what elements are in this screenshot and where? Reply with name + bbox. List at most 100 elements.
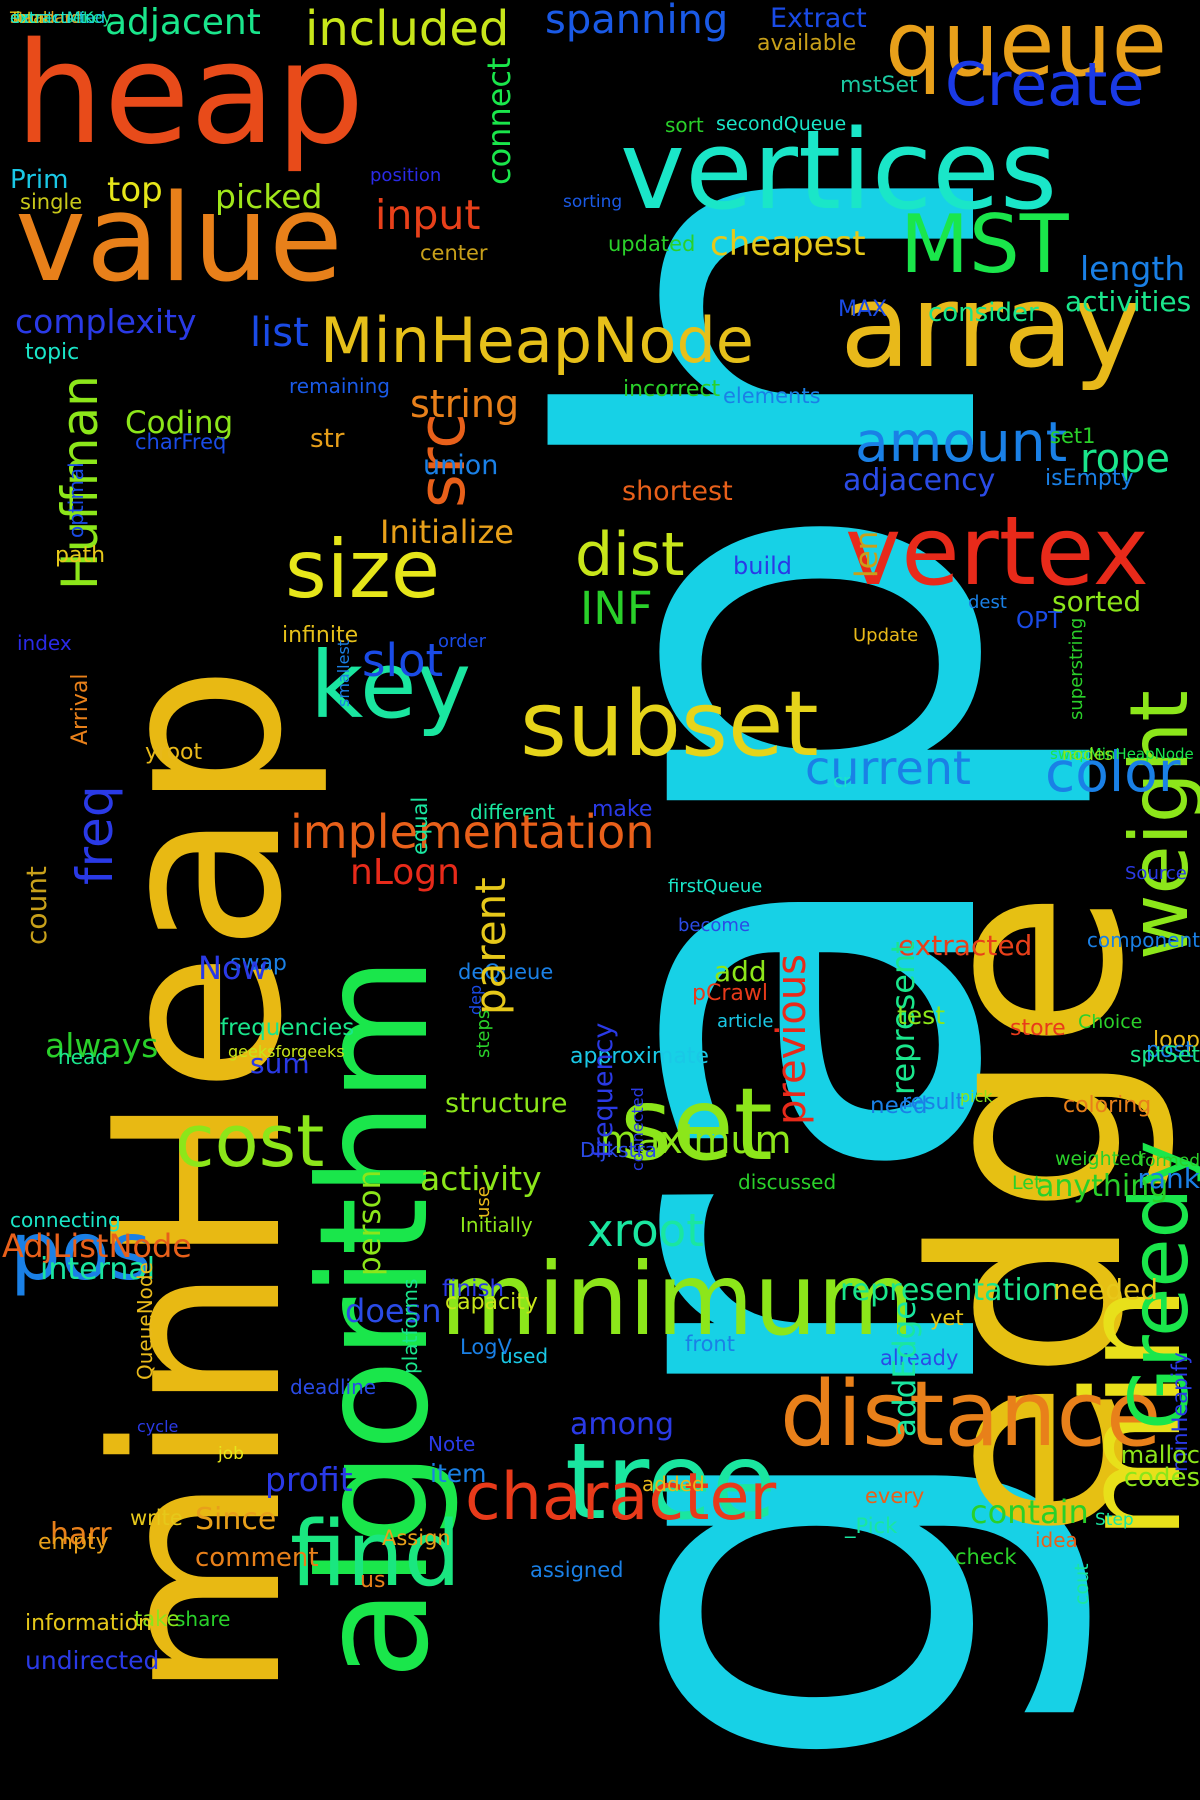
word-pick: _Pick [845, 1514, 898, 1538]
word-coding: Coding [125, 405, 234, 441]
word-distance: distance [780, 1362, 1162, 1467]
word-dequeue: deQueue [458, 960, 554, 984]
word-firstqueue: firstQueue [668, 876, 763, 897]
word-frequencies: frequencies [220, 1015, 355, 1041]
word-extract: Extract [770, 3, 867, 34]
word-charfreq: charFreq [135, 430, 227, 454]
word-result: result [902, 1090, 965, 1115]
word-assigned: assigned [530, 1558, 624, 1582]
word-vertex: vertex [845, 497, 1149, 607]
word-dijkstra: Dijkstra [580, 1138, 657, 1162]
word-assign: Assign [382, 1526, 451, 1550]
word-smallest: smallest [334, 639, 353, 707]
word-queuenode: QueueNode [133, 1262, 157, 1380]
word-codes: codes [1123, 1463, 1200, 1493]
word-picked: picked [215, 177, 323, 216]
word-logv: LogV [460, 1335, 512, 1359]
word-length: length [1080, 249, 1186, 288]
word-elements: elements [723, 384, 821, 408]
word-article: article [717, 1011, 774, 1032]
word-us: us [360, 1568, 386, 1593]
word-sptset: sptSet [1129, 1043, 1200, 1068]
word-internal: internal [40, 1252, 156, 1287]
word-different: different [470, 800, 555, 824]
word-let: Let [1012, 1172, 1042, 1194]
word-adjacency: adjacency [843, 463, 996, 498]
word-dist: dist [575, 520, 685, 590]
word-subset: subset [520, 672, 819, 777]
word-every: every [865, 1484, 925, 1508]
word-connecting: connecting [10, 1208, 121, 1232]
word-rank: rank [1137, 1162, 1200, 1195]
word-extractmin: extractMin [10, 8, 96, 27]
word-value: value [15, 170, 343, 309]
word-weighted: weighted [1055, 1148, 1143, 1170]
word-array: array [840, 260, 1142, 394]
word-comment: comment [195, 1543, 319, 1573]
word-steps: steps [473, 1009, 494, 1058]
word-adjlistnode: AdjListNode [2, 1227, 192, 1265]
word-create: Create [945, 50, 1145, 120]
word-test: test [897, 1001, 946, 1030]
word-head: head [58, 1045, 108, 1069]
word-item: item [430, 1459, 487, 1488]
word-cost: cost [175, 1099, 325, 1183]
word-nodes: nodes [1062, 745, 1114, 765]
word-equal: equal [408, 796, 432, 855]
word-path: path [55, 543, 106, 568]
word-incorrect: incorrect [623, 377, 721, 402]
word-person: person [352, 1169, 388, 1276]
word-since: Since [195, 1502, 277, 1537]
word-structure: structure [445, 1088, 568, 1119]
word-coloring: coloring [1063, 1093, 1152, 1118]
word-connect: connect [480, 57, 518, 185]
word-opt: OPT [1016, 608, 1063, 634]
word-consider: consider [928, 298, 1039, 328]
word-write: write [130, 1506, 183, 1530]
word-capacity: capacity [445, 1290, 538, 1315]
word-mstset: mstSet [840, 73, 918, 98]
word-dest: dest [968, 592, 1007, 613]
word-initially: Initially [460, 1213, 533, 1237]
word-frequency: frequency [588, 1022, 619, 1158]
word-swap: swap [230, 951, 287, 976]
word-prim: Prim [10, 165, 69, 195]
word-adjacent: adjacent [105, 2, 261, 43]
word-connected: connected [628, 1087, 647, 1171]
word-build: build [733, 552, 793, 580]
word-sorted: sorted [1052, 585, 1142, 618]
word-now: Now [198, 949, 268, 987]
word-needed: needed [1053, 1273, 1158, 1306]
word-topic: topic [25, 340, 80, 365]
word-finish: finish [442, 1276, 505, 1302]
word-deadline: deadline [290, 1375, 377, 1399]
word-among: among [570, 1407, 675, 1442]
word-sum: sum [250, 1047, 310, 1080]
word-undirected: undirected [25, 1646, 160, 1675]
word-sorting: sorting [563, 192, 623, 212]
word-platforms: platforms [398, 1278, 422, 1374]
word-index: index [17, 631, 72, 655]
word-source: Source [1125, 863, 1187, 884]
word-yet: yet [930, 1306, 964, 1330]
word-check: check [955, 1545, 1017, 1569]
word-formed: formed [1139, 1151, 1200, 1171]
word-added: added [642, 1472, 705, 1496]
word-step: Step [1095, 1510, 1134, 1530]
word-optimal: optimal [64, 462, 88, 538]
word-rope: rope [1080, 436, 1171, 482]
word-implementation: implementation [290, 805, 655, 859]
word-nlogn: nLogn [350, 852, 460, 893]
word-complexity: complexity [15, 302, 197, 341]
word-position: position [370, 165, 442, 186]
word-anything: anything [1036, 1169, 1169, 1204]
word-geeksforgeeks: geeksforgeeks [228, 1042, 345, 1061]
word-contain: contain [970, 1493, 1089, 1531]
word-discussed: discussed [738, 1170, 837, 1194]
word-color: color [1045, 740, 1181, 804]
word-cycle: cycle [137, 1417, 179, 1436]
word-cheapest: cheapest [710, 224, 866, 264]
word-post: post [1146, 1038, 1194, 1063]
word-center: center [420, 241, 488, 265]
